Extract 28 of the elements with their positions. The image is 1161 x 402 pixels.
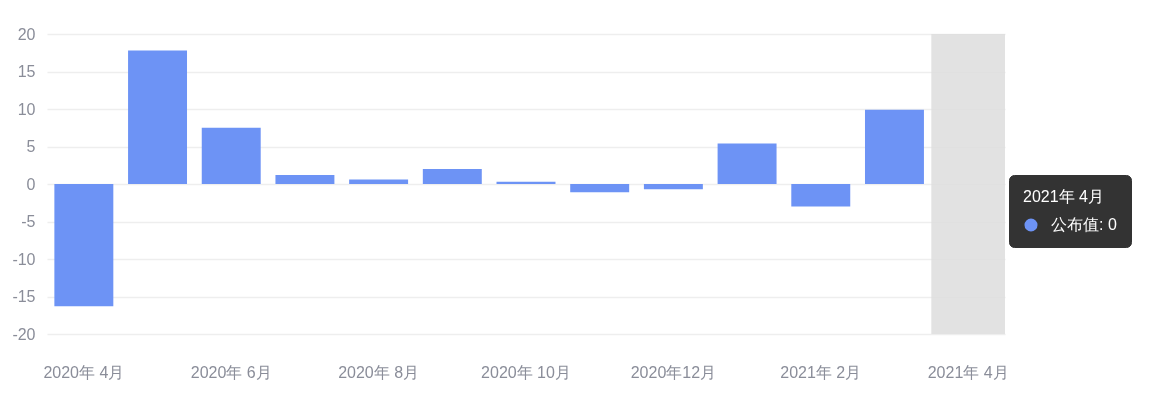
- y-tick-label: 0: [26, 175, 36, 193]
- y-tick-label: 5: [26, 138, 36, 155]
- x-tick-label: 2021年 4月: [927, 363, 1009, 381]
- x-tick-label: 2020年 6月: [190, 363, 272, 381]
- bar: [643, 184, 703, 190]
- x-tick-label: 2020年 8月: [338, 363, 420, 381]
- x-tick-label: 2020年 10月: [481, 363, 571, 381]
- bar: [717, 143, 777, 184]
- y-tick-label: -20: [12, 325, 36, 343]
- y-tick-label: -10: [12, 250, 36, 268]
- bar: [422, 169, 482, 184]
- x-tick-label: 2021年 2月: [780, 363, 862, 381]
- y-tick-label: 15: [17, 63, 36, 80]
- bar: [201, 127, 261, 184]
- bar: [54, 184, 114, 307]
- bar: [570, 184, 630, 193]
- y-tick-label: 10: [17, 100, 36, 118]
- x-tick-label: 2020年12月: [630, 363, 717, 381]
- bar: [275, 175, 335, 184]
- legend-title: 2021年 4月: [1023, 188, 1104, 205]
- bar: [791, 184, 851, 207]
- legend-label: 公布值: 0: [1051, 216, 1117, 233]
- bar: [128, 50, 188, 184]
- bar: [864, 109, 924, 184]
- y-tick-label: -5: [21, 213, 36, 230]
- y-tick-label: 20: [17, 25, 36, 43]
- x-tick-label: 2020年 4月: [43, 363, 125, 381]
- y-tick-label: -15: [12, 288, 36, 305]
